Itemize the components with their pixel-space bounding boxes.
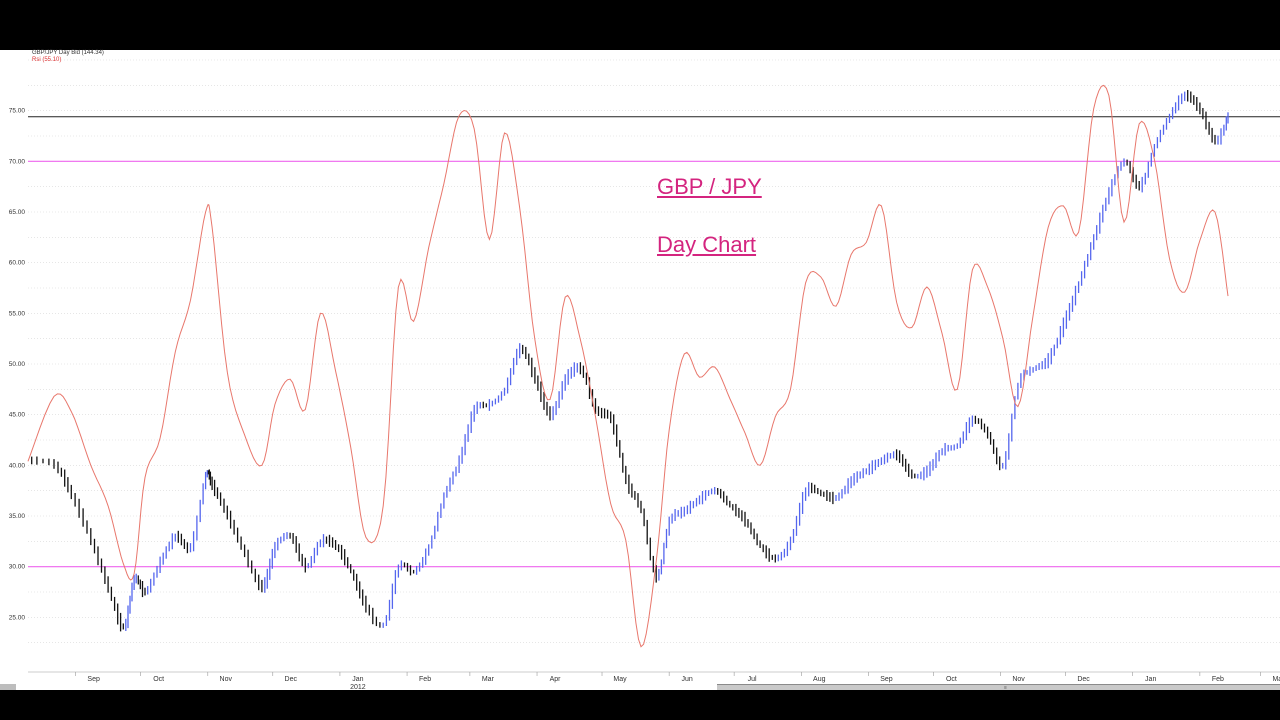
x-tick-label: Mar <box>482 676 495 683</box>
x-tick-label: Apr <box>550 676 562 683</box>
y-tick-label: 70.00 <box>9 158 26 165</box>
rsi-series <box>27 84 1229 648</box>
x-tick-label: Nov <box>1012 676 1025 683</box>
legend-price-label: GBP/JPY Day Bid (144.34) <box>32 50 104 56</box>
x-tick-label: Jun <box>682 676 693 683</box>
scroll-left-button[interactable] <box>0 684 16 690</box>
x-tick-label: Jan <box>1145 676 1156 683</box>
y-tick-label: 65.00 <box>9 209 26 216</box>
y-tick-label: 60.00 <box>9 260 26 267</box>
price-series <box>27 90 1229 632</box>
x-tick-label: Nov <box>220 676 233 683</box>
annotation-timeframe: Day Chart <box>657 232 757 257</box>
x-tick-label: Dec <box>285 676 298 683</box>
horizontal-scrollbar[interactable]: ≡ <box>717 684 1280 691</box>
y-axis: 25.00 30.00 35.00 40.00 45.00 50.00 55.00 60.00… <box>9 108 26 622</box>
chart-canvas: 25.00 30.00 35.00 40.00 45.00 50.00 55.00 60.00… <box>9 59 1280 690</box>
x-tick-label: Feb <box>1212 676 1224 683</box>
x-tick-label: Sep <box>880 676 893 683</box>
x-tick-label: Aug <box>813 676 826 683</box>
x-tick-label: Jan <box>352 676 363 683</box>
x-tick-label: Oct <box>946 676 957 683</box>
y-tick-label: 75.00 <box>9 108 26 115</box>
y-tick-label: 55.00 <box>9 310 26 317</box>
x-tick-label: Jul <box>748 676 757 683</box>
chart-panel: 25.00 30.00 35.00 40.00 45.00 50.00 55.00 60.00… <box>0 50 1280 691</box>
y-tick-label: 40.00 <box>9 462 26 469</box>
y-tick-label: 25.00 <box>9 614 26 621</box>
reference-lines <box>28 116 1280 568</box>
grid-lines <box>28 59 1280 643</box>
x-tick-label: Mar <box>1272 676 1280 683</box>
legend-rsi-label: Rsi (55.10) <box>32 57 62 63</box>
y-tick-label: 30.00 <box>9 564 26 571</box>
scroll-grip-icon[interactable]: ≡ <box>1004 685 1007 691</box>
x-tick-label: Sep <box>87 676 100 683</box>
annotation-pair-title: GBP / JPY <box>657 174 762 199</box>
x-tick-label: Feb <box>419 676 431 683</box>
x-tick-label: May <box>613 676 627 683</box>
rsi-line <box>27 84 1229 648</box>
x-tick-label: Dec <box>1077 676 1090 683</box>
x-tick-label: Oct <box>153 676 164 683</box>
y-tick-label: 45.00 <box>9 412 26 419</box>
x-tick-year-label: 2012 <box>350 684 366 690</box>
y-tick-label: 35.00 <box>9 513 26 520</box>
y-tick-label: 50.00 <box>9 361 26 368</box>
